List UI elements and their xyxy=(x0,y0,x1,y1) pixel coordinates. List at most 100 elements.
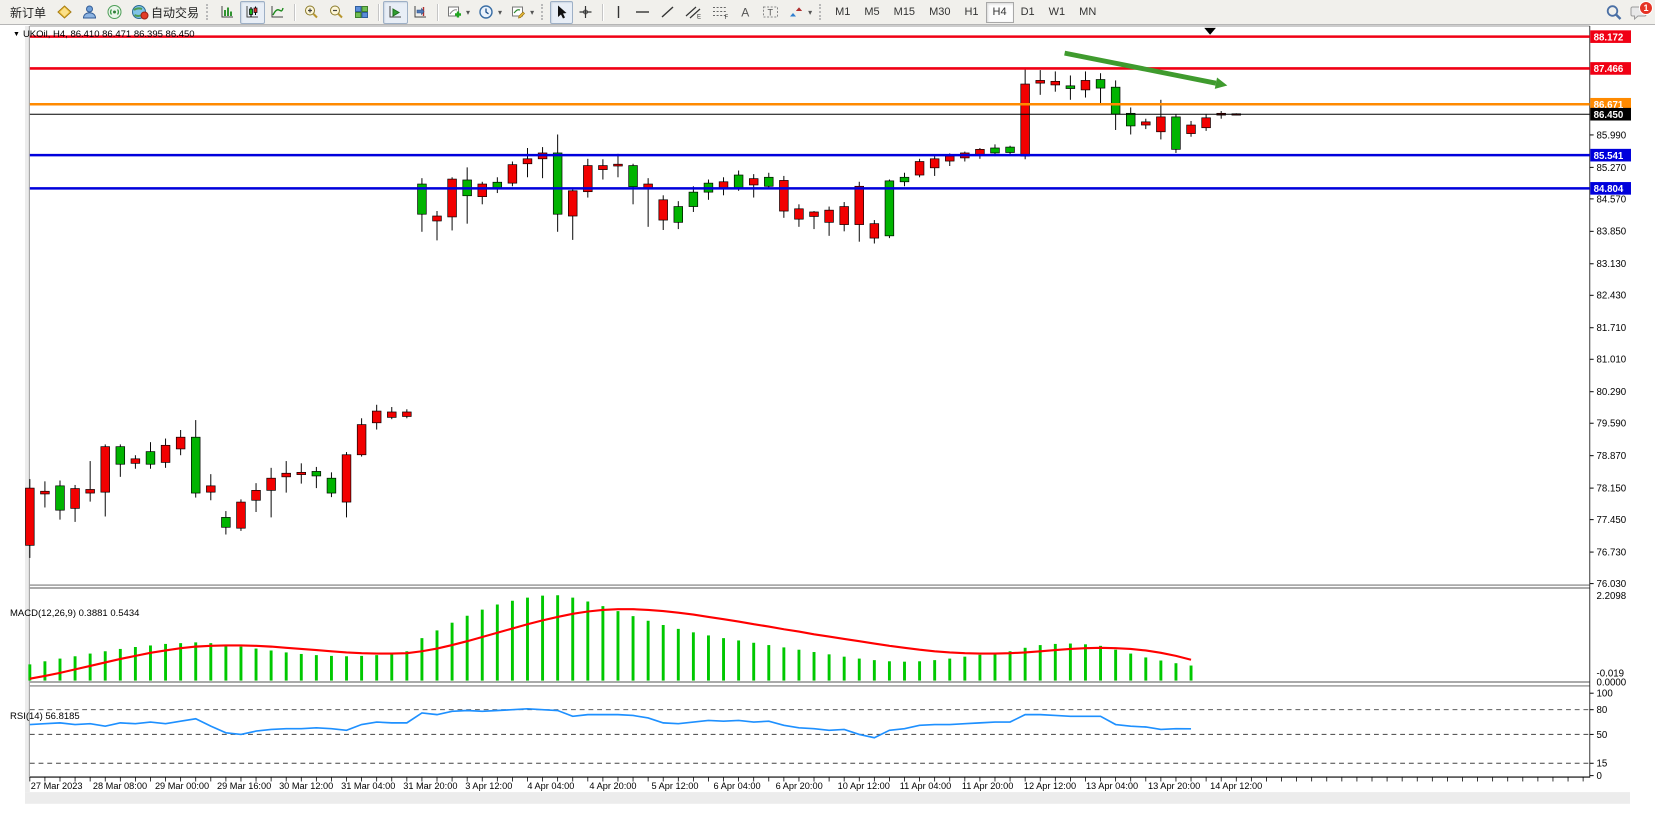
candle xyxy=(673,201,683,230)
person-icon xyxy=(83,5,97,19)
fibonacci-button[interactable]: F xyxy=(707,1,734,24)
horizontal-line-button[interactable] xyxy=(630,1,655,24)
svg-text:3 Apr 12:00: 3 Apr 12:00 xyxy=(465,781,512,791)
candle xyxy=(25,479,35,558)
svg-text:T: T xyxy=(768,8,774,18)
tf-h4[interactable]: H4 xyxy=(985,1,1014,23)
toolbar-grip xyxy=(206,4,212,20)
svg-text:11 Apr 04:00: 11 Apr 04:00 xyxy=(900,781,952,791)
candle xyxy=(552,134,563,232)
tf-mn[interactable]: MN xyxy=(1079,6,1097,18)
svg-text:6 Apr 20:00: 6 Apr 20:00 xyxy=(776,781,823,791)
equidistant-channel-button[interactable]: E xyxy=(680,1,707,24)
zoom-out-button[interactable] xyxy=(324,1,349,24)
new-order-button[interactable]: 新订单 xyxy=(10,5,47,20)
crosshair-icon xyxy=(579,6,592,18)
candle xyxy=(522,147,533,178)
add-indicator-icon xyxy=(448,6,462,18)
candlestick-chart-type-button[interactable] xyxy=(240,0,266,24)
yellow-diamond-icon[interactable] xyxy=(52,1,77,24)
candle xyxy=(1156,99,1166,140)
svg-text:85.270: 85.270 xyxy=(1597,163,1627,174)
candle xyxy=(809,211,819,230)
tile-windows-button[interactable] xyxy=(349,1,374,24)
candle xyxy=(70,484,80,522)
candlestick-icon xyxy=(246,6,259,18)
candle xyxy=(824,206,834,236)
auto-scroll-button[interactable] xyxy=(383,0,409,24)
svg-text:4 Apr 20:00: 4 Apr 20:00 xyxy=(589,781,636,791)
text-label-button[interactable]: T xyxy=(757,1,784,24)
arrows-button[interactable]: ▾ xyxy=(784,1,816,24)
vertical-line-button[interactable] xyxy=(607,1,630,24)
candle xyxy=(613,153,623,178)
svg-text:82.430: 82.430 xyxy=(1597,291,1627,302)
candle xyxy=(1035,70,1045,95)
candle xyxy=(191,420,201,498)
candle xyxy=(85,461,95,502)
signals-button[interactable] xyxy=(102,1,127,24)
candle xyxy=(583,158,593,198)
price-label-box: 84.804 xyxy=(1590,182,1631,195)
notifications-button[interactable]: 1 xyxy=(1627,0,1653,23)
candle xyxy=(477,181,487,205)
auto-trading-button[interactable]: 自动交易 xyxy=(127,1,203,24)
candle xyxy=(1005,145,1015,155)
search-button[interactable] xyxy=(1601,1,1627,24)
zoom-in-button[interactable] xyxy=(299,1,324,24)
periods-button[interactable]: ▾ xyxy=(474,1,506,24)
zoom-in-icon xyxy=(305,5,318,19)
chart-area[interactable]: 85.990 85.270 84.570 83.850 83.130 82.430 81.7… xyxy=(0,25,1655,828)
candle xyxy=(145,442,156,469)
add-indicator-button[interactable]: ▾ xyxy=(442,1,474,24)
svg-text:76.730: 76.730 xyxy=(1597,547,1627,558)
candle xyxy=(432,211,442,241)
crosshair-button[interactable] xyxy=(573,1,598,24)
tf-d1[interactable]: D1 xyxy=(1020,6,1035,18)
text-button[interactable]: A xyxy=(734,1,757,24)
candle xyxy=(341,452,352,518)
candle xyxy=(1080,71,1091,98)
candle xyxy=(417,178,427,232)
line-chart-icon xyxy=(271,6,284,18)
trend-arrow[interactable] xyxy=(1064,50,1217,86)
tf-h1[interactable]: H1 xyxy=(964,6,979,18)
bar-chart-type-button[interactable] xyxy=(215,1,240,24)
tf-m1[interactable]: M1 xyxy=(835,6,851,18)
candle xyxy=(869,220,880,244)
chart-shift-button[interactable] xyxy=(408,1,433,24)
templates-button[interactable]: ▾ xyxy=(506,1,538,24)
candle xyxy=(281,461,291,493)
svg-text:50: 50 xyxy=(1597,730,1608,741)
template-icon xyxy=(512,6,526,19)
window-left-border xyxy=(24,25,30,793)
tf-m5[interactable]: M5 xyxy=(864,6,880,18)
svg-text:77.450: 77.450 xyxy=(1597,515,1627,526)
candle xyxy=(130,455,141,469)
trendline-button[interactable] xyxy=(655,1,680,24)
candle xyxy=(296,463,306,484)
tf-m15[interactable]: M15 xyxy=(893,6,916,18)
svg-text:83.850: 83.850 xyxy=(1597,227,1627,238)
bar-chart-icon xyxy=(221,6,234,18)
candle xyxy=(1216,111,1226,119)
profile-button[interactable] xyxy=(77,1,102,24)
candle xyxy=(402,409,412,419)
trend-arrow-head xyxy=(1214,77,1228,89)
svg-text:78.150: 78.150 xyxy=(1597,483,1627,494)
cursor-button[interactable] xyxy=(550,0,574,24)
line-chart-type-button[interactable] xyxy=(265,1,290,24)
separator xyxy=(602,3,604,21)
svg-text:13 Apr 04:00: 13 Apr 04:00 xyxy=(1086,781,1138,791)
candle xyxy=(356,418,367,457)
svg-text:13 Apr 20:00: 13 Apr 20:00 xyxy=(1148,781,1200,791)
candle xyxy=(779,175,789,218)
symbol-dropdown-icon[interactable]: ▼ xyxy=(13,31,20,38)
dropdown-caret: ▾ xyxy=(498,7,503,17)
candle xyxy=(537,147,548,179)
tf-m30[interactable]: M30 xyxy=(929,6,951,18)
tf-w1[interactable]: W1 xyxy=(1048,6,1066,18)
candle xyxy=(507,161,518,187)
svg-text:4 Apr 04:00: 4 Apr 04:00 xyxy=(527,781,574,791)
svg-text:15: 15 xyxy=(1597,759,1608,770)
